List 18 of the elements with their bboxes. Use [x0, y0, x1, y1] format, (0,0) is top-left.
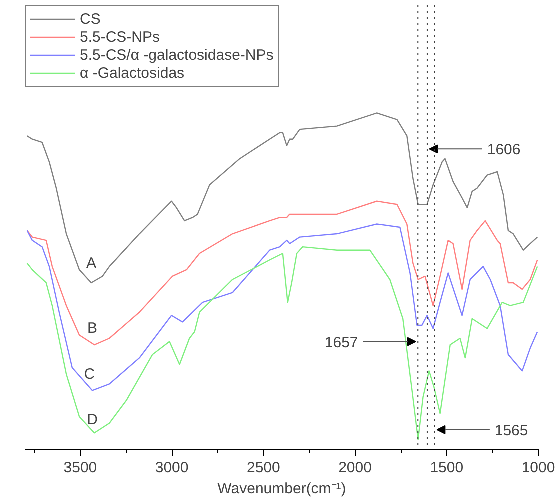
ref-line-label: 1657 [324, 334, 358, 352]
x-tick-label: 3000 [155, 460, 189, 476]
ref-line-label: 1565 [494, 422, 528, 440]
legend-label: α -Galactosidas [80, 64, 185, 82]
annotation: C [84, 366, 96, 383]
legend-label: CS [80, 10, 101, 28]
x-tick-label: 2000 [338, 460, 372, 476]
x-tick-label: 1500 [430, 460, 464, 476]
x-tick-label: 1000 [522, 460, 556, 476]
legend-label: 5.5-CS/α -galactosidase-NPs [80, 46, 274, 64]
annotation: B [88, 320, 98, 338]
legend-label: 5.5-CS-NPs [80, 28, 160, 46]
x-axis-title: Wavenumber(cm⁻¹) [218, 480, 346, 498]
ref-line-label: 1606 [487, 142, 521, 159]
annotation: A [86, 254, 96, 272]
x-tick-label: 2500 [246, 460, 280, 476]
x-tick-label: 3500 [64, 460, 98, 476]
annotation: D [87, 412, 98, 429]
